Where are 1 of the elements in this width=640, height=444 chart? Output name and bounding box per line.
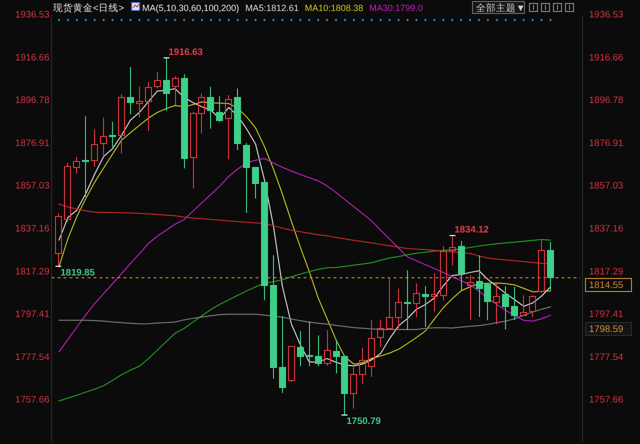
title: 现货黄金<日线> (53, 3, 124, 14)
